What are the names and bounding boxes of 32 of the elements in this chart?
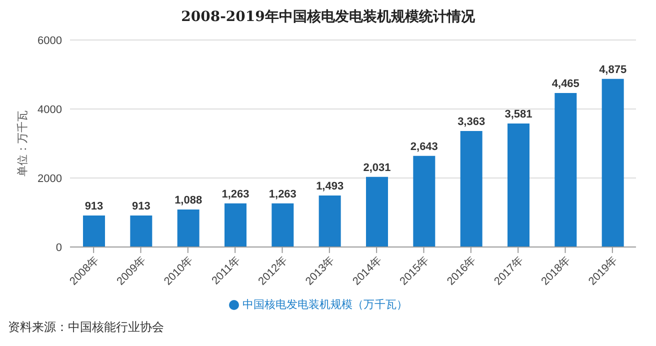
chart-title: 2008-2019年中国核电发电装机规模统计情况	[180, 8, 476, 26]
bar	[318, 195, 341, 247]
bar	[224, 203, 246, 247]
bar	[130, 216, 152, 247]
bar	[413, 156, 436, 247]
data-label: 3,581	[504, 108, 532, 120]
bar	[460, 130, 482, 247]
data-label: 4,465	[552, 78, 580, 90]
y-tick-label: 4000	[38, 104, 62, 116]
bar	[272, 203, 294, 247]
data-label: 2,031	[363, 162, 391, 174]
bar	[602, 78, 624, 247]
data-label: 2,643	[410, 140, 438, 153]
bar	[177, 209, 200, 247]
data-label: 1,493	[316, 180, 344, 192]
y-tick-label: 6000	[38, 34, 62, 47]
data-label: 3,363	[458, 116, 486, 128]
bar	[508, 123, 530, 247]
bar	[554, 92, 577, 247]
data-label: 913	[84, 200, 104, 212]
data-label: 913	[132, 200, 150, 212]
data-label: 1,263	[222, 188, 250, 200]
data-label: 1,263	[268, 188, 296, 200]
y-axis-title: 单位：万千瓦	[16, 110, 29, 176]
y-tick-label: 0	[56, 242, 62, 254]
legend-label: 中国核电发电装机规模（万千瓦）	[242, 299, 408, 311]
bar	[83, 216, 105, 247]
data-label: 4,875	[599, 64, 627, 76]
data-label: 1,088	[174, 194, 202, 206]
text: 资料来源：中国核能行业协会	[8, 319, 164, 336]
bar	[366, 176, 388, 247]
y-tick-label: 2000	[38, 172, 62, 185]
